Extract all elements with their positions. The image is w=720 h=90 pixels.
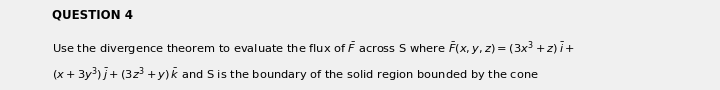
Text: $(x + 3y^3)\,\bar{j} + (3z^3 + y)\,\bar{k}$ and S is the boundary of the solid r: $(x + 3y^3)\,\bar{j} + (3z^3 + y)\,\bar{… — [52, 66, 539, 84]
Text: Use the divergence theorem to evaluate the flux of $\bar{F}$ across S where $\ba: Use the divergence theorem to evaluate t… — [52, 40, 575, 58]
Text: QUESTION 4: QUESTION 4 — [52, 8, 133, 21]
